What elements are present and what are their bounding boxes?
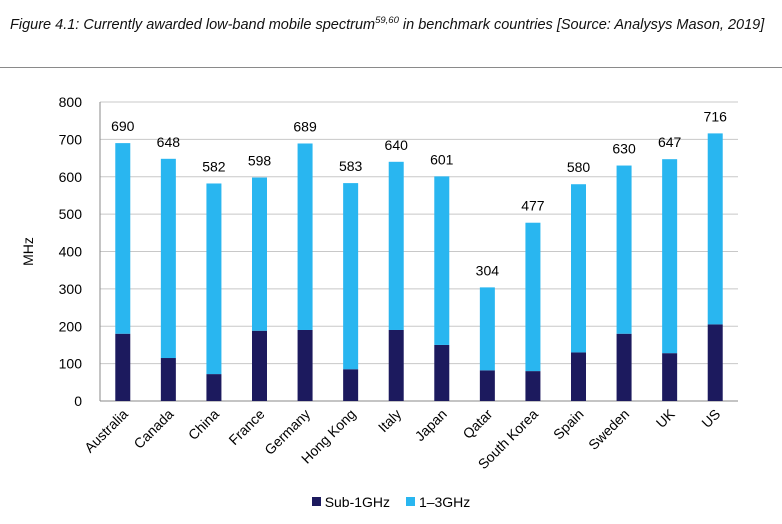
x-tick-label-us: US xyxy=(698,406,723,431)
bar-1-3ghz-australia xyxy=(115,143,131,334)
bar-sub1ghz-germany xyxy=(297,329,313,401)
bar-1-3ghz-italy xyxy=(388,161,404,330)
data-label-total-germany: 689 xyxy=(293,118,317,134)
data-label-total-sweden: 630 xyxy=(612,141,636,157)
bar-sub1ghz-us xyxy=(707,324,723,401)
chart-legend: Sub-1GHz 1–3GHz xyxy=(0,493,782,510)
data-label-total-hong-kong: 583 xyxy=(339,158,363,174)
bar-1-3ghz-spain xyxy=(571,184,586,353)
x-tick-label-sweden: Sweden xyxy=(585,406,632,453)
bar-sub1ghz-australia xyxy=(115,333,131,401)
bar-1-3ghz-france xyxy=(252,177,267,331)
bar-sub1ghz-spain xyxy=(571,352,586,401)
data-label-total-south-korea: 477 xyxy=(521,198,545,214)
data-label-total-spain: 580 xyxy=(567,159,591,175)
data-label-total-italy: 640 xyxy=(385,137,409,153)
y-tick-label: 400 xyxy=(59,244,83,260)
bar-sub1ghz-japan xyxy=(434,344,450,401)
data-label-total-australia: 690 xyxy=(111,118,135,134)
y-axis-title: MHz xyxy=(20,237,36,266)
x-tick-label-italy: Italy xyxy=(375,406,404,435)
bar-1-3ghz-south-korea xyxy=(525,222,541,372)
bar-sub1ghz-china xyxy=(206,374,222,401)
bar-1-3ghz-us xyxy=(707,133,723,325)
x-tick-label-canada: Canada xyxy=(130,406,176,452)
x-tick-label-qatar: Qatar xyxy=(459,406,495,442)
bar-1-3ghz-germany xyxy=(297,143,313,330)
caption-text-end: in benchmark countries [Source: Analysys… xyxy=(398,17,765,33)
y-tick-label: 200 xyxy=(59,318,83,334)
bar-1-3ghz-canada xyxy=(160,158,176,359)
bar-sub1ghz-france xyxy=(252,330,267,401)
y-tick-label: 100 xyxy=(59,356,83,372)
bar-sub1ghz-hong-kong xyxy=(343,369,359,401)
legend-label-sub1ghz: Sub-1GHz xyxy=(324,493,391,510)
data-label-total-canada: 648 xyxy=(157,134,181,150)
y-tick-label: 300 xyxy=(59,281,83,297)
bar-sub1ghz-italy xyxy=(388,329,404,401)
y-tick-label: 600 xyxy=(59,169,83,185)
legend-item-sub1ghz: Sub-1GHz xyxy=(311,493,391,510)
legend-swatch-1-3ghz xyxy=(405,497,415,506)
data-label-total-france: 598 xyxy=(248,152,272,168)
y-tick-label: 700 xyxy=(59,131,83,147)
x-tick-label-uk: UK xyxy=(653,405,679,431)
bar-1-3ghz-sweden xyxy=(616,165,632,334)
data-label-total-qatar: 304 xyxy=(476,262,500,278)
data-label-total-us: 716 xyxy=(704,108,728,124)
x-tick-label-spain: Spain xyxy=(550,406,587,443)
x-tick-label-japan: Japan xyxy=(412,406,450,444)
y-tick-label: 0 xyxy=(74,393,82,409)
caption-text: Figure 4.1: Currently awarded low-band m… xyxy=(10,17,376,33)
data-label-total-japan: 601 xyxy=(430,151,454,167)
legend-label-1-3ghz: 1–3GHz xyxy=(418,493,471,510)
legend-item-1-3ghz: 1–3GHz xyxy=(405,493,471,510)
bar-1-3ghz-japan xyxy=(434,176,450,345)
bar-1-3ghz-china xyxy=(206,183,222,375)
caption-superscript: 59,60 xyxy=(375,15,399,27)
caption-divider xyxy=(0,67,782,68)
bar-sub1ghz-qatar xyxy=(479,370,495,401)
bar-1-3ghz-qatar xyxy=(479,287,495,371)
bar-sub1ghz-uk xyxy=(662,353,678,401)
x-tick-label-france: France xyxy=(225,406,267,448)
y-tick-label: 500 xyxy=(59,206,83,222)
figure-caption: Figure 4.1: Currently awarded low-band m… xyxy=(10,12,770,38)
bar-sub1ghz-sweden xyxy=(616,333,632,401)
bar-sub1ghz-canada xyxy=(160,358,176,401)
bar-1-3ghz-hong-kong xyxy=(343,183,359,370)
bar-sub1ghz-south-korea xyxy=(525,371,541,401)
legend-swatch-sub1ghz xyxy=(311,497,321,506)
x-tick-label-australia: Australia xyxy=(81,406,131,456)
x-tick-label-china: China xyxy=(185,406,222,443)
y-tick-label: 800 xyxy=(59,94,83,110)
bar-1-3ghz-uk xyxy=(662,159,678,354)
data-label-total-uk: 647 xyxy=(658,134,682,150)
data-label-total-china: 582 xyxy=(202,158,226,174)
